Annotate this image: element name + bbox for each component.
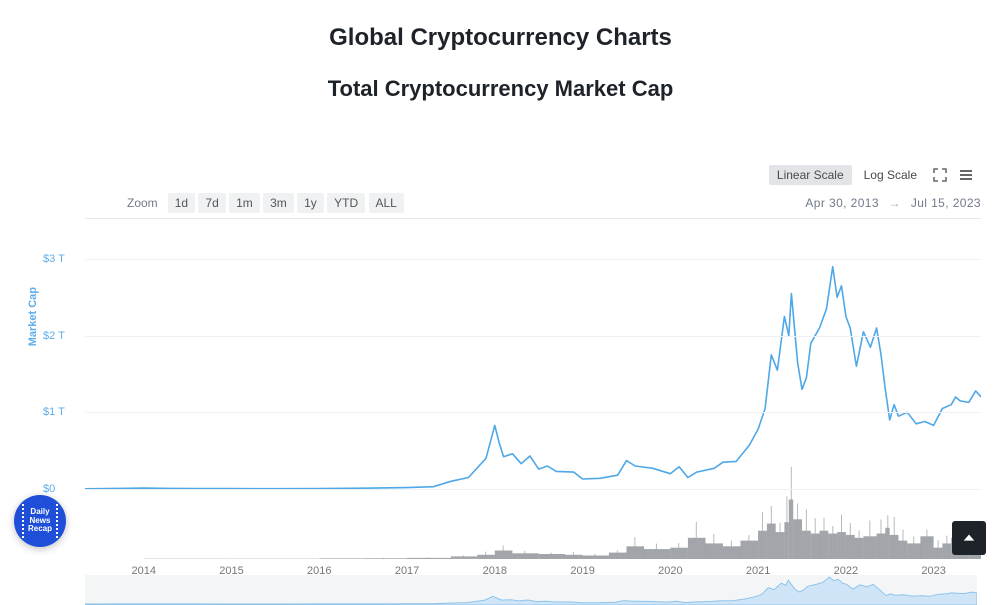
- y-tick-label: $3 T: [43, 253, 65, 265]
- volume-bar: [627, 546, 645, 559]
- zoom-button-3m[interactable]: 3m: [263, 193, 294, 213]
- log-scale-button[interactable]: Log Scale: [856, 165, 925, 185]
- page-title: Global Cryptocurrency Charts: [0, 24, 1001, 52]
- market-cap-line: [85, 267, 981, 489]
- gridline: [85, 489, 981, 490]
- volume-bar: [907, 543, 920, 559]
- zoom-button-1m[interactable]: 1m: [229, 193, 260, 213]
- range-navigator[interactable]: [85, 575, 977, 605]
- arrow-icon: →: [889, 196, 901, 210]
- volume-bar: [495, 551, 513, 560]
- volume-bar: [512, 553, 538, 559]
- zoom-button-1d[interactable]: 1d: [168, 193, 195, 213]
- zoom-label: Zoom: [127, 196, 158, 210]
- volume-bar: [920, 536, 933, 559]
- zoom-button-1y[interactable]: 1y: [297, 193, 324, 213]
- date-from: Apr 30, 2013: [805, 196, 879, 210]
- volume-bar: [793, 519, 802, 559]
- zoom-button-all[interactable]: ALL: [369, 193, 404, 213]
- volume-bar: [877, 534, 886, 560]
- volume-bar: [934, 548, 943, 559]
- volume-bar: [319, 558, 363, 559]
- volume-bar: [363, 558, 407, 559]
- volume-bar: [820, 531, 829, 559]
- volume-bar: [890, 535, 899, 559]
- y-axis-label: Market Cap: [27, 287, 39, 346]
- volume-bar: [688, 538, 706, 559]
- volume-bar: [855, 538, 864, 559]
- zoom-row: Zoom 1d 7d 1m 3m 1y YTD ALL Apr 30, 2013…: [85, 196, 981, 210]
- volume-bar: [539, 554, 565, 559]
- volume-bar: [846, 535, 855, 559]
- volume-bar: [899, 541, 908, 559]
- chart-frame: Linear Scale Log Scale Zoom 1d 7d 1m 3m …: [85, 164, 981, 559]
- divider: [85, 218, 981, 219]
- news-badge-text: Daily News Recap: [22, 504, 58, 538]
- date-range: Apr 30, 2013 → Jul 15, 2023: [805, 196, 981, 210]
- volume-bar: [776, 532, 785, 559]
- volume-bar: [784, 522, 788, 559]
- gridline: [85, 412, 981, 413]
- volume-bar: [789, 500, 793, 560]
- volume-bar: [477, 555, 495, 559]
- volume-bar: [644, 549, 670, 559]
- volume-bar: [741, 541, 759, 559]
- chart-plot[interactable]: Market Cap $0$1 T$2 T$3 T201420152016201…: [85, 259, 981, 559]
- zoom-button-7d[interactable]: 7d: [198, 193, 225, 213]
- chart-title: Total Cryptocurrency Market Cap: [0, 76, 1001, 102]
- gridline: [85, 259, 981, 260]
- volume-bar: [863, 536, 876, 559]
- volume-bar: [723, 546, 741, 559]
- date-to: Jul 15, 2023: [911, 196, 981, 210]
- volume-bar: [670, 548, 688, 559]
- volume-bar: [758, 531, 767, 559]
- volume-bar: [802, 531, 811, 559]
- zoom-button-ytd[interactable]: YTD: [327, 193, 365, 213]
- y-tick-label: $2 T: [43, 330, 65, 342]
- volume-bar: [451, 556, 477, 559]
- volume-bar: [565, 555, 583, 559]
- scroll-to-top-button[interactable]: [952, 521, 986, 555]
- volume-bar: [407, 558, 451, 559]
- navigator-area: [85, 577, 977, 605]
- volume-bar: [837, 532, 846, 559]
- volume-bar: [705, 543, 723, 559]
- volume-bar: [942, 543, 951, 559]
- volume-bar: [583, 556, 609, 560]
- daily-news-recap-badge[interactable]: Daily News Recap: [14, 495, 66, 547]
- gridline: [85, 336, 981, 337]
- chart-menu-icon[interactable]: [955, 164, 977, 186]
- volume-bar: [885, 528, 889, 559]
- scale-row: Linear Scale Log Scale: [85, 164, 981, 186]
- y-tick-label: $0: [43, 483, 55, 495]
- volume-bar: [609, 553, 627, 559]
- volume-bar: [767, 524, 776, 559]
- y-tick-label: $1 T: [43, 406, 65, 418]
- fullscreen-icon[interactable]: [929, 164, 951, 186]
- linear-scale-button[interactable]: Linear Scale: [769, 165, 852, 185]
- volume-bar: [828, 534, 837, 560]
- volume-bar: [811, 534, 820, 560]
